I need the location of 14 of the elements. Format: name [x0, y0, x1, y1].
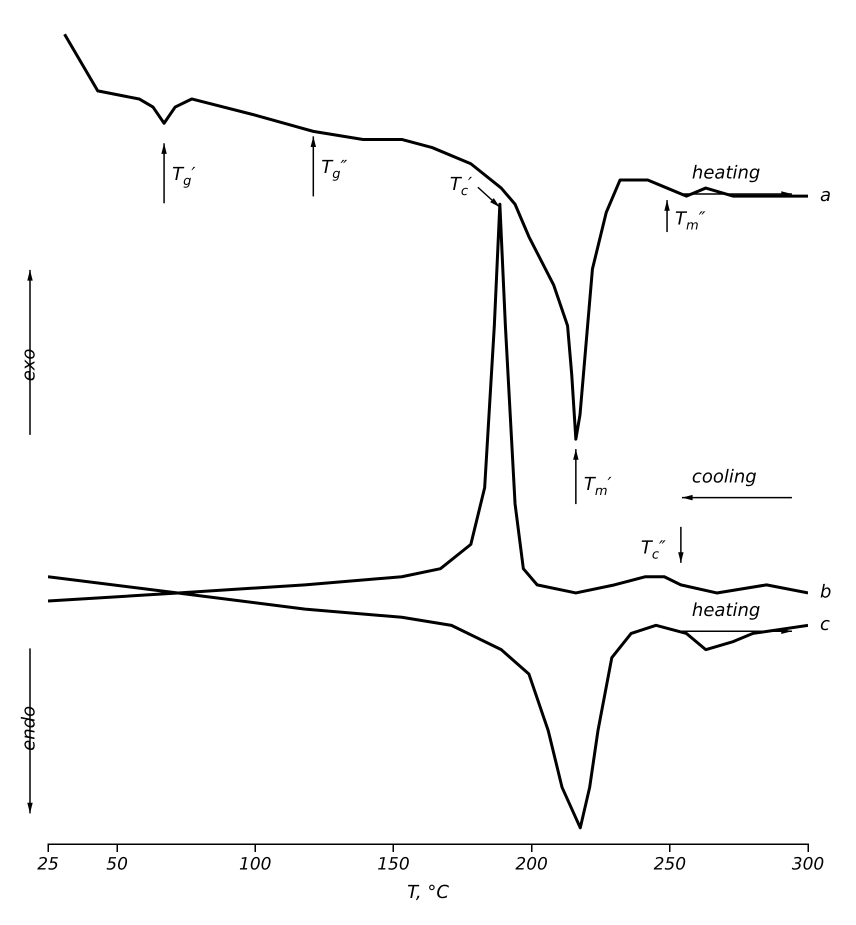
x-tick-label: 250: [654, 854, 686, 875]
legend-label: a: [820, 184, 832, 206]
x-tick-label: 100: [239, 854, 272, 875]
x-tick-label: 50: [106, 854, 128, 875]
x-axis-title: T, °C: [407, 882, 450, 903]
annotation: heating: [692, 600, 760, 621]
legend-label: c: [820, 614, 830, 636]
x-tick-label: 300: [792, 854, 824, 875]
series-label: b: [820, 582, 832, 603]
x-tick-label: 200: [515, 854, 548, 875]
annotation: cooling: [692, 466, 757, 488]
annotation: heating: [692, 162, 760, 184]
x-tick-label: 25: [37, 854, 59, 875]
x-tick-label: 150: [377, 854, 410, 875]
